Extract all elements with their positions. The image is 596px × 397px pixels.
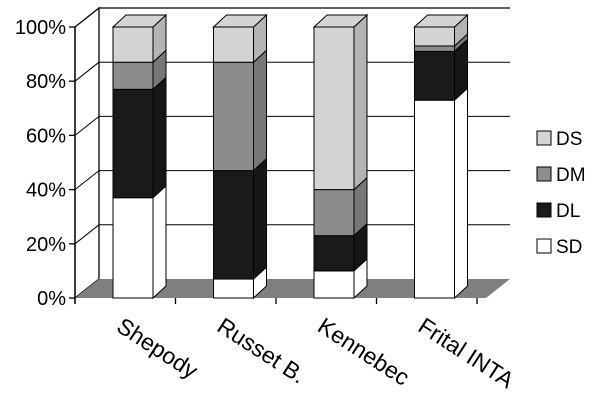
segment-side (152, 184, 167, 300)
legend-label: DL (556, 201, 580, 222)
segment-front (112, 88, 154, 199)
side-wall (74, 6, 100, 300)
bar-segment-ds (313, 13, 368, 191)
bar-top (413, 14, 469, 28)
bar-segment-dm (313, 176, 368, 237)
y-axis: 0% 20% 40% 60% 80% 100% (15, 17, 478, 310)
x-category-label: Kennebec (313, 312, 414, 390)
bar-segment-dl (414, 38, 468, 102)
segment-side (253, 49, 267, 172)
legend-item-sd: SD (536, 237, 582, 258)
y-tick-label: 20% (26, 234, 66, 256)
segment-front (313, 26, 355, 191)
segment-front (213, 61, 254, 172)
side-gridline (74, 170, 100, 190)
x-category-label: Frital INTA (414, 312, 519, 393)
bar-top (111, 14, 168, 28)
segment-front (213, 26, 254, 63)
segment-front (313, 189, 355, 237)
x-category-label: Shepody (112, 312, 203, 384)
legend: DS DM DL SD (536, 129, 586, 258)
y-tick-label: 80% (26, 71, 66, 93)
bar-segment-dl (213, 157, 267, 281)
bar-segment-dl (313, 222, 368, 273)
segment-front (414, 99, 455, 299)
bar-top (312, 14, 369, 28)
segment-side (253, 157, 267, 281)
y-tick-label: 60% (26, 125, 66, 147)
segment-side (353, 13, 368, 191)
segment-front (414, 45, 455, 52)
segment-front (213, 170, 254, 280)
segment-front (414, 26, 455, 47)
bar-top (212, 14, 268, 28)
segment-front (414, 50, 455, 101)
legend-swatch (536, 166, 552, 182)
legend-swatch (536, 202, 552, 218)
segment-front (313, 235, 355, 272)
segment-front (112, 26, 154, 63)
legend-label: SD (556, 237, 582, 258)
legend-swatch (536, 130, 552, 146)
bar-segment-ds (414, 13, 468, 48)
bar-segment-ds (112, 13, 167, 64)
legend-swatch (536, 238, 552, 254)
bar-kennebec (312, 13, 369, 300)
side-gridline (74, 224, 100, 245)
segment-side (152, 76, 167, 199)
bars (111, 13, 469, 300)
bar-segment-sd (112, 184, 167, 300)
bar-russet-b- (212, 13, 268, 300)
segment-side (454, 87, 468, 300)
y-tick-label: 100% (15, 17, 66, 39)
bar-segment-dm (112, 49, 167, 91)
legend-item-dl: DL (536, 201, 580, 222)
x-axis-labels: Shepody Russet B. Kennebec Frital INTA (112, 312, 519, 393)
segment-front (112, 197, 154, 299)
side-gridline (74, 116, 100, 136)
legend-label: DS (556, 129, 582, 150)
legend-label: DM (556, 165, 586, 186)
side-gridline (74, 61, 100, 82)
legend-item-ds: DS (536, 129, 582, 150)
bar-segment-sd (414, 87, 468, 300)
bar-segment-dm (213, 49, 267, 172)
bar-shepody (111, 13, 168, 300)
chart-floor (75, 279, 510, 298)
bar-segment-ds (213, 13, 267, 64)
segment-front (313, 270, 355, 299)
legend-item-dm: DM (536, 165, 586, 186)
bar-segment-dl (112, 76, 167, 199)
x-category-label: Russet B. (213, 312, 311, 388)
bar-frital-inta (413, 13, 469, 300)
y-tick-label: 0% (37, 288, 66, 310)
bar-segment-sd (313, 257, 368, 300)
segment-front (112, 61, 154, 90)
floor-plane (75, 279, 510, 298)
y-tick-label: 40% (26, 180, 66, 202)
segment-front (213, 278, 254, 299)
